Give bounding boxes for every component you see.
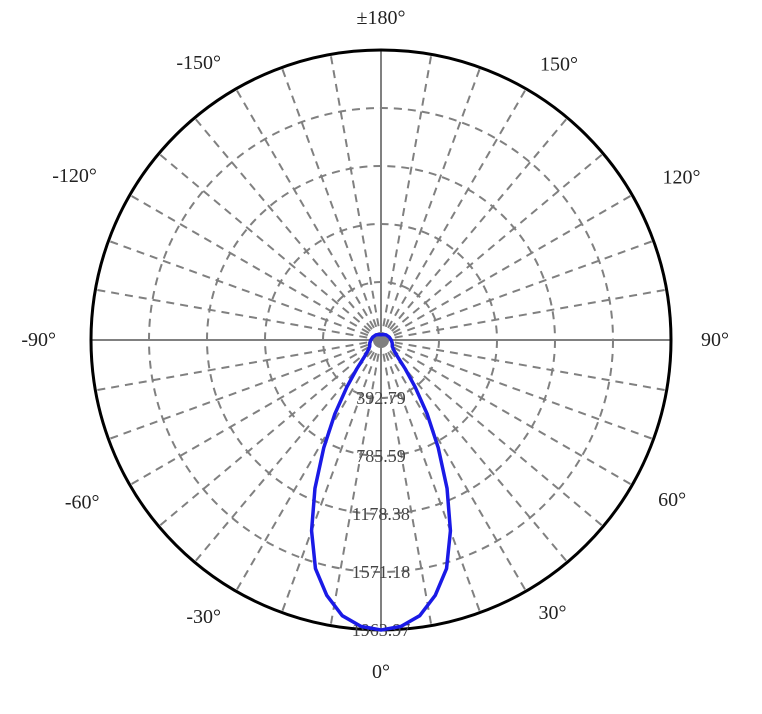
angle-label: 0° (372, 661, 390, 683)
angle-label: 30° (539, 602, 567, 624)
angle-label: -120° (52, 165, 97, 187)
angle-label: -90° (21, 329, 56, 351)
radial-label: 392.79 (356, 388, 406, 408)
angle-label: 120° (662, 167, 700, 189)
radial-label: 1178.38 (352, 504, 410, 524)
polar-chart: ±180° -150° 150° -120° 120° -90° 90° -60° 60° -30… (0, 0, 762, 714)
angle-label: 90° (701, 329, 729, 351)
angle-label: 150° (540, 54, 578, 76)
angle-label: 60° (658, 489, 686, 511)
angle-label: -30° (186, 606, 221, 628)
angle-label: ±180° (357, 7, 406, 29)
radial-label: 785.59 (356, 446, 406, 466)
angle-label: -60° (65, 492, 100, 514)
radial-label: 1571.18 (352, 562, 411, 582)
angle-label: -150° (176, 52, 221, 74)
